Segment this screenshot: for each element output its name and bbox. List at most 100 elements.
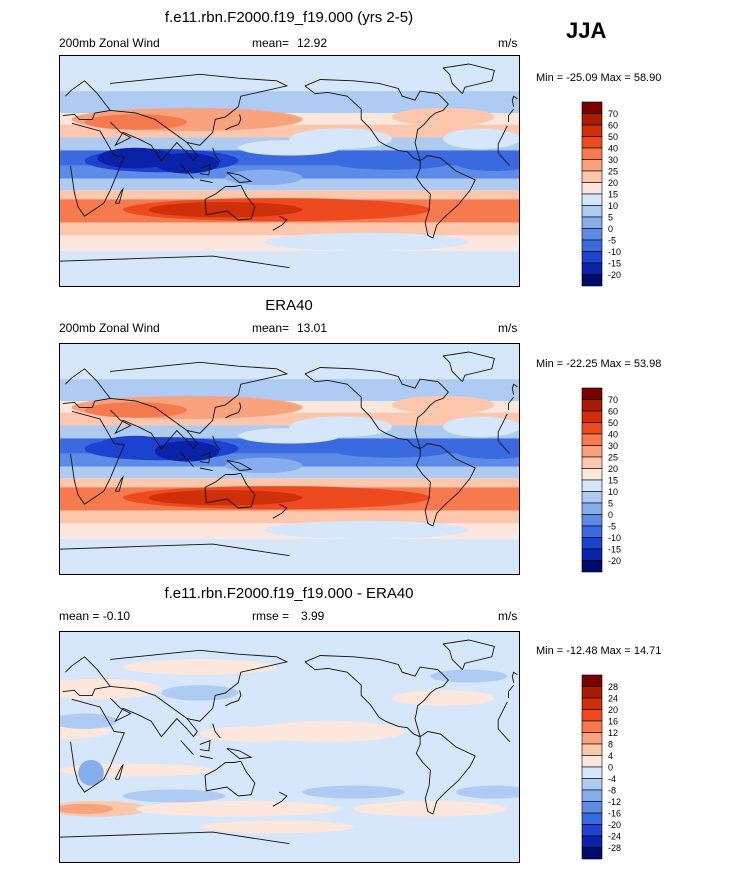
panel-2-mean-label: mean= [252,321,290,335]
colorbar-2-box [581,491,603,504]
colorbar-2-tick-label: 5 [608,499,613,509]
coastline [497,413,508,433]
map-frame [59,55,520,287]
easterly-core [155,152,220,174]
colorbar-1-tick-label: -20 [608,270,621,280]
panel-3-minmax: Min = -12.48 Max = 14.71 [536,645,662,657]
easterly-core [327,439,456,458]
colorbar-3-tick-label: -4 [608,774,616,784]
coastline [62,656,112,696]
coastline [497,143,511,167]
colorbar-3-tick-label: -12 [608,797,621,807]
coastline [204,760,256,797]
colorbar-1-box [581,182,603,195]
coastline [304,655,449,738]
coastline [225,114,242,131]
colorbar-1-tick-label: 25 [608,167,618,177]
colorbar-1-box [581,193,603,206]
coastline [304,79,449,162]
colorbar-1-tick-label: 20 [608,178,618,188]
panel-1-mean-label: mean= [252,36,290,50]
diff-pos [391,690,495,706]
colorbar-2-tick-label: 50 [608,418,618,428]
colorbar-1-box [581,170,603,183]
colorbar-3-tick-label: 24 [608,694,618,704]
coastline [226,747,253,760]
coastline [508,108,514,116]
season-label: JJA [566,18,607,43]
colorbar-2-box [581,468,603,481]
coastline [110,649,289,722]
coastline [511,383,518,395]
wind-band [59,55,520,92]
colorbar-3-tick-label: 16 [608,717,618,727]
colorbar-1-box [581,205,603,218]
coastline [304,367,449,450]
colorbar-1-tick-label: 0 [608,224,613,234]
coastline [199,755,213,760]
colorbar-2-box [581,548,603,561]
coastline [110,361,289,434]
colorbar-1-box [581,216,603,229]
diff-neg [59,713,117,729]
trough [443,128,520,150]
colorbar-1-tick-label: 30 [608,155,618,165]
coastline [511,671,518,683]
diff-neg [430,669,508,683]
coastline [70,122,125,217]
colorbar-2-box [581,514,603,527]
colorbar-3-tick-label: -16 [608,809,621,819]
coastline [508,396,514,404]
panel-1-units: m/s [498,36,518,50]
jet-core [148,201,303,218]
colorbar-2-tick-label: 15 [608,476,618,486]
colorbar-1-tick-label: -5 [608,236,616,246]
coastline [415,155,476,239]
colorbar-1-box [581,124,603,137]
colorbar-1-box [581,147,603,160]
colorbar-2-box [581,387,603,400]
easterly-core [155,440,220,462]
colorbar-2-box [581,537,603,550]
diff-neg [123,789,226,803]
colorbar-3-tick-label: 20 [608,705,618,715]
coastline [225,402,242,419]
colorbar-3-tick-label: -20 [608,820,621,830]
panel-3-map [59,631,520,863]
map-frame [59,631,520,863]
diff-pos [59,803,113,815]
colorbar-2-box [581,502,603,515]
wind-band [59,178,520,191]
colorbar-2-tick-label: 40 [608,430,618,440]
colorbar-1-box [581,136,603,149]
colorbar-3-tick-label: -28 [608,843,621,853]
wind-band [59,538,520,575]
coastline [204,472,256,509]
colorbar-3-box [581,766,603,779]
coastline [226,171,253,184]
colorbar-1-box [581,239,603,252]
map-frame [59,343,520,575]
colorbar-1-tick-label: 10 [608,201,618,211]
colorbar-3-box [581,812,603,825]
coastline [62,368,112,408]
colorbar-2-box [581,479,603,492]
diff-neg [455,785,520,799]
coastline [109,397,198,450]
trough [289,416,392,438]
colorbar-1-box [581,251,603,264]
coastline [415,443,476,527]
colorbar-3-box [581,789,603,802]
colorbar-2-box [581,422,603,435]
trough [289,128,392,150]
colorbar-2-box [581,399,603,412]
colorbar-2-box [581,525,603,538]
coastline [199,467,213,472]
colorbar-2-box [581,560,603,573]
colorbar-1-tick-label: -10 [608,247,621,257]
easterly-core [327,151,456,170]
coastline [226,459,253,472]
colorbar-2-tick-label: -10 [608,533,621,543]
